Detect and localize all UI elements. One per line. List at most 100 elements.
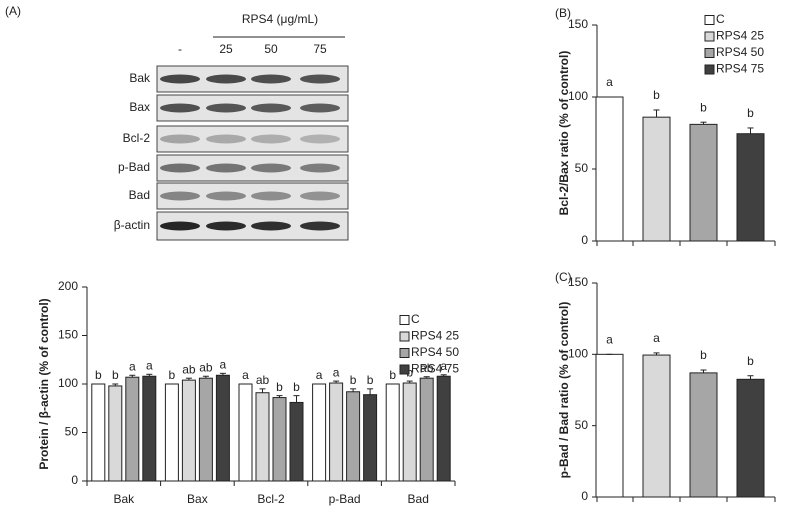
significance-letter: a (440, 359, 447, 373)
significance-letter: ab (256, 373, 270, 387)
legend-label: C (411, 312, 420, 326)
blot-band (160, 221, 200, 231)
panel-label: (B) (555, 6, 571, 20)
blot-band (206, 103, 246, 113)
legend-label: C (716, 12, 725, 26)
significance-letter: a (606, 333, 613, 347)
bar (215, 374, 230, 482)
y-tick-label: 0 (581, 233, 588, 247)
y-axis-label: Bcl-2/Bax ratio (% of control) (557, 51, 571, 216)
significance-letter: b (276, 380, 283, 394)
legend-label: RPS4 75 (716, 62, 764, 76)
dose-label: - (178, 42, 182, 56)
significance-letter: b (700, 348, 707, 362)
protein-label: p-Bad (118, 160, 150, 174)
blot-band (251, 134, 291, 144)
bar (198, 377, 213, 482)
significance-letter: a (129, 359, 136, 373)
bar (642, 354, 671, 498)
y-tick-label: 50 (575, 418, 589, 432)
significance-letter: b (112, 368, 119, 382)
bar (642, 116, 671, 242)
blot-band (300, 74, 340, 84)
blot-band (251, 74, 291, 84)
y-tick-label: 50 (65, 425, 79, 439)
bar (312, 383, 327, 482)
significance-letter: a (220, 358, 227, 372)
bar (595, 96, 624, 242)
significance-letter: b (350, 373, 357, 387)
significance-letter: ab (199, 360, 213, 374)
protein-label: β-actin (114, 218, 150, 232)
x-tick-label: Bak (113, 492, 135, 506)
significance-letter: b (169, 368, 176, 382)
bar (255, 392, 270, 482)
bar (289, 401, 304, 482)
significance-letter: a (316, 368, 323, 382)
bar (181, 379, 196, 482)
protein-label: Bcl-2 (123, 131, 151, 145)
y-axis-label: Protein / β-actin (% of control) (37, 298, 51, 469)
blot-band (251, 103, 291, 113)
bar (363, 394, 378, 482)
blot-band (206, 74, 246, 84)
bar (238, 383, 253, 482)
y-axis-label: p-Bad / Bad ratio (% of control) (557, 302, 571, 479)
significance-letter: b (293, 380, 300, 394)
bar (595, 353, 624, 498)
blot-band (206, 134, 246, 144)
bar (125, 376, 140, 482)
panel-label: (A) (5, 4, 21, 18)
y-tick-label: 100 (58, 376, 78, 390)
legend-swatch (399, 315, 410, 325)
bar (91, 383, 106, 482)
bar (689, 372, 718, 498)
legend-label: RPS4 25 (411, 329, 459, 343)
legend-swatch (704, 15, 715, 25)
legend-swatch (704, 31, 715, 42)
blot-band (251, 163, 291, 173)
significance-letter: b (653, 88, 660, 102)
bar (164, 383, 179, 482)
bar (736, 133, 765, 242)
blot-band (160, 191, 200, 201)
legend-label: RPS4 75 (411, 362, 459, 376)
x-tick-label: Bax (187, 492, 208, 506)
bar (346, 391, 361, 482)
significance-letter: a (606, 75, 613, 89)
y-tick-label: 150 (568, 17, 588, 31)
y-tick-label: 0 (71, 473, 78, 487)
y-tick-label: 100 (568, 347, 588, 361)
dose-label: 75 (313, 42, 327, 56)
blot-band (160, 74, 200, 84)
significance-letter: b (389, 368, 396, 382)
blot-band (300, 221, 340, 231)
blot-row (156, 182, 349, 210)
blot-band (206, 163, 246, 173)
y-tick-label: 0 (581, 489, 588, 503)
blot-band (251, 221, 291, 231)
significance-letter: b (747, 354, 754, 368)
x-tick-label: Bad (408, 492, 429, 506)
protein-label: Bax (129, 100, 150, 114)
bar (436, 375, 451, 482)
legend-swatch (399, 331, 410, 342)
y-tick-label: 200 (58, 279, 78, 293)
protein-label: Bad (129, 188, 150, 202)
blot-band (300, 103, 340, 113)
protein-label: Bak (129, 71, 151, 85)
significance-letter: b (700, 100, 707, 114)
bar (419, 377, 434, 482)
blot-band (160, 163, 200, 173)
significance-letter: ab (420, 361, 434, 375)
bar (402, 382, 417, 482)
significance-letter: a (146, 358, 153, 372)
blot-band (251, 191, 291, 201)
blot-band (300, 163, 340, 173)
significance-letter: b (406, 365, 413, 379)
blot-band (206, 191, 246, 201)
blot-band (206, 221, 246, 231)
dose-label: 50 (264, 42, 278, 56)
y-tick-label: 100 (568, 89, 588, 103)
